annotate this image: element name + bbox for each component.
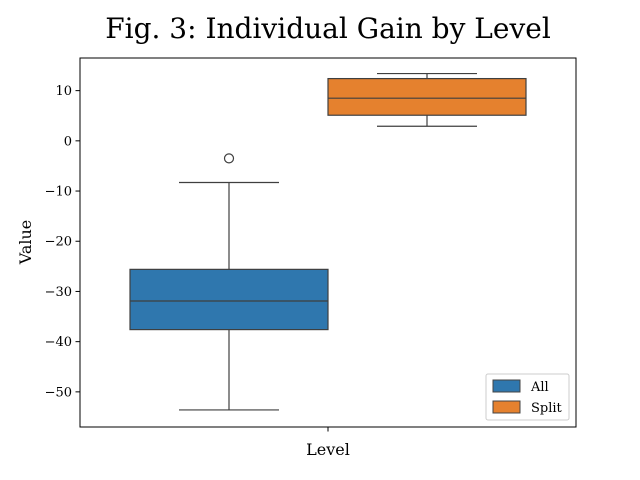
outlier-point-all xyxy=(223,153,235,164)
x-axis-label: Level xyxy=(306,440,350,459)
legend-swatch-split xyxy=(492,400,521,414)
y-axis: 10 0 −10 −20 −30 −40 −50 xyxy=(45,84,80,400)
chart-title: Fig. 3: Individual Gain by Level xyxy=(105,12,551,45)
y-tick-label: −10 xyxy=(45,185,72,200)
box-series-layer xyxy=(129,72,527,411)
y-tick-label: 10 xyxy=(55,84,72,99)
y-tick-label: −40 xyxy=(45,335,72,350)
legend-label-split: Split xyxy=(531,401,563,416)
legend-swatch-all xyxy=(492,379,521,393)
box-split xyxy=(327,72,527,127)
box-all xyxy=(129,153,329,411)
box-iqr-split xyxy=(327,77,527,116)
y-tick-label: −20 xyxy=(45,235,72,250)
legend-label-all: All xyxy=(530,380,549,395)
box-iqr-all xyxy=(129,268,329,331)
y-tick-label: −30 xyxy=(45,285,72,300)
legend: All Split xyxy=(485,373,570,421)
y-tick-label: −50 xyxy=(45,385,72,400)
y-tick-label: 0 xyxy=(64,134,72,149)
y-axis-label: Value xyxy=(16,220,35,266)
